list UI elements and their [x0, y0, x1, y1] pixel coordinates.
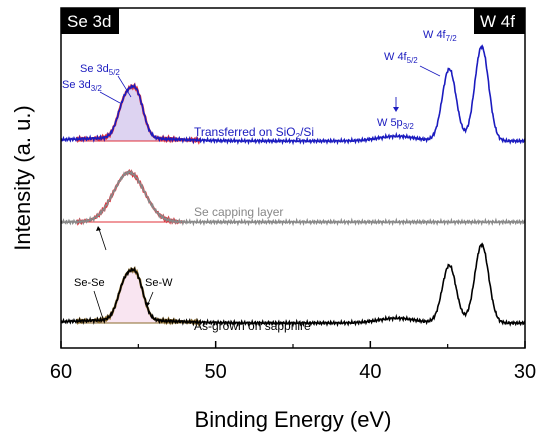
- annotation-sese: Se-Se: [74, 277, 105, 289]
- annotation-capping-arrow: [96, 226, 107, 251]
- annotation-w4f52: W 4f5/2: [384, 51, 418, 65]
- annotation-w4f52-leader: [419, 65, 441, 77]
- spectra: [60, 44, 526, 328]
- annotation-se3d32-leader: [99, 91, 121, 104]
- series-line-0: [60, 44, 526, 146]
- x-tick-label-1: 50: [205, 361, 227, 383]
- annotation-se3d52-leader: [117, 75, 132, 98]
- annotation-sew: Se-W: [145, 277, 173, 289]
- fit-curve-1: [76, 168, 186, 226]
- svg-text:Se 3d: Se 3d: [67, 12, 111, 31]
- y-axis-label: Intensity (a. u.): [10, 105, 35, 251]
- x-tick-label-2: 40: [359, 361, 381, 383]
- annotation-sew-arrow: [145, 291, 154, 307]
- fill-transferred-se3d: [76, 85, 201, 142]
- tag-w4f: W 4f: [474, 8, 525, 34]
- tag-se3d-text: Se 3d: [67, 12, 111, 31]
- series-label-transferred: Transferred on SiO2/Si: [194, 125, 314, 141]
- series-line-2: [60, 242, 526, 328]
- annotation-w4f72: W 4f7/2: [423, 29, 457, 43]
- peak-fills: [76, 85, 201, 324]
- fill-asgrown-se3d: [76, 268, 201, 324]
- annotation-w5p32-arrow: [393, 97, 399, 112]
- annotation-w5p32: W 5p3/2: [377, 117, 414, 131]
- x-tick-label-3: 30: [514, 361, 536, 383]
- annotation-se3d32: Se 3d3/2: [62, 79, 102, 93]
- annotation-se3d52: Se 3d5/2: [80, 63, 120, 77]
- svg-text:W 4f: W 4f: [480, 12, 515, 31]
- x-axis-label: Binding Energy (eV): [195, 407, 392, 432]
- x-axis-ticks: 60 50 40 30: [50, 341, 536, 383]
- x-tick-label-0: 60: [50, 361, 72, 383]
- annotation-sese-leader: [93, 290, 105, 323]
- tag-w4f-text: W 4f: [480, 12, 515, 31]
- series-label-capping: Se capping layer: [194, 205, 283, 219]
- series-line-1: [60, 169, 526, 227]
- series-label-asgrown: As-grown on sapphire: [194, 319, 311, 333]
- tag-se3d: Se 3d: [61, 8, 119, 34]
